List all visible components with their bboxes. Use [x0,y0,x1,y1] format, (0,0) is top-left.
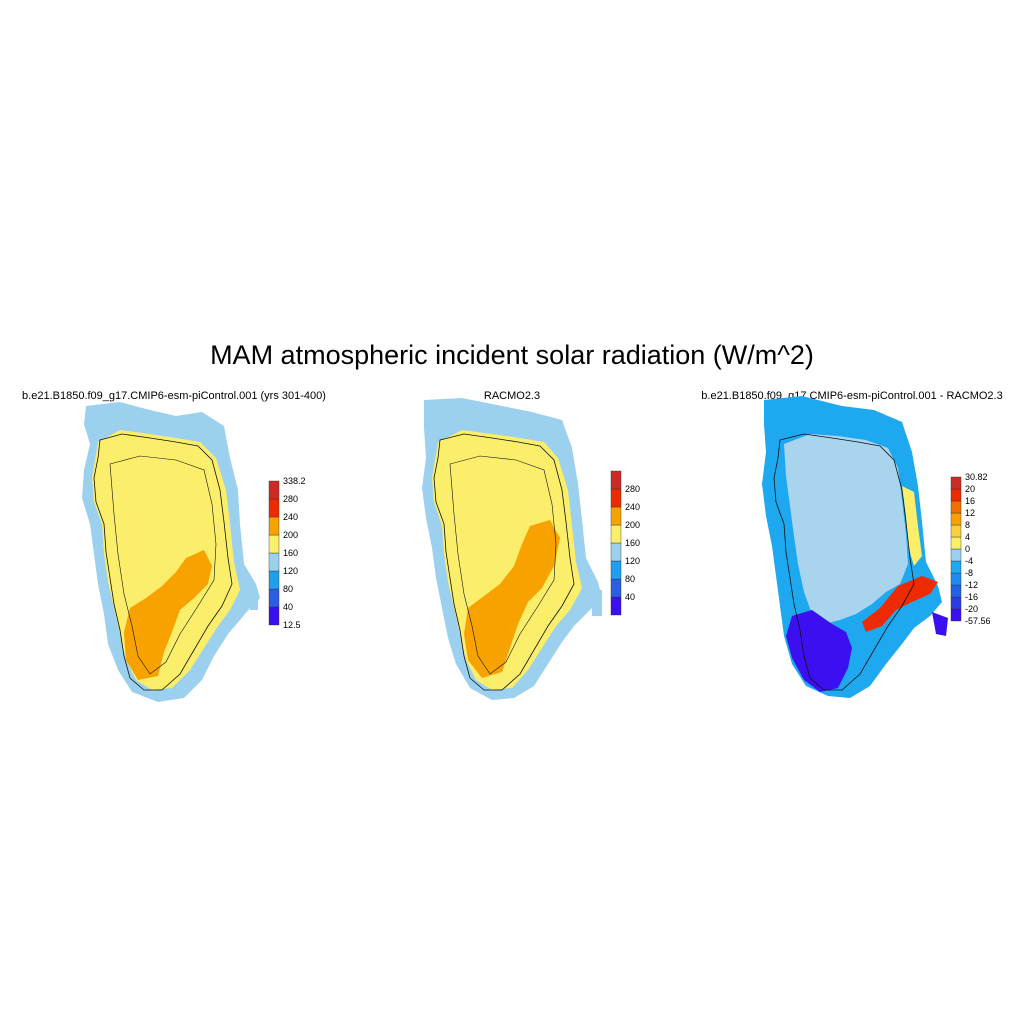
colorbar-tick-label: 200 [625,520,641,530]
colorbar-swatch [950,488,962,502]
greenland-map [422,398,602,700]
difference-map [762,396,948,698]
island-field [250,590,258,610]
colorbar-tick-label: 40 [283,602,294,612]
colorbar-swatch [610,470,622,490]
panel-title: b.e21.B1850.f09_g17.CMIP6-esm-piControl.… [22,390,326,402]
greenland-map [82,402,260,702]
colorbar-swatch [268,552,280,572]
coastline [93,433,233,691]
colorbar-tick-label: 240 [625,502,641,512]
colorbar-tick-label: 280 [283,494,299,504]
southern-field [124,550,212,680]
ice-margin [109,455,217,675]
southeast-field [932,612,948,636]
colorbar-swatch [268,588,280,608]
ice-margin [449,455,557,675]
colorbar-swatch [950,596,962,610]
panel-racmo: RACMO2.3 280 240 200 160 120 80 40 [340,388,684,708]
colorbar-model: 338.2 280 240 200 160 120 80 40 12.5 [268,476,306,630]
colorbar-swatches [950,476,962,622]
colorbar-tick-label: 160 [625,538,641,548]
colorbar-tick-label: 8 [965,520,971,530]
colorbar-swatch [950,524,962,538]
colorbar-tick-label: 80 [283,584,294,594]
colorbar-swatch [610,560,622,580]
colorbar-swatches [610,470,622,616]
colorbar-swatch [950,476,962,490]
panel-difference: b.e21.B1850.f09_g17.CMIP6-esm-piControl.… [680,388,1024,708]
colorbar-tick-label: 12.5 [283,620,301,630]
southern-field [786,610,852,692]
colorbar-difference: 30.82 20 16 12 8 4 0 -4 -8 -12 -16 -20 -57.56 [950,472,991,626]
colorbar-tick-label: 280 [625,484,641,494]
colorbar-swatch [950,512,962,526]
colorbar-swatch [950,572,962,586]
colorbar-tick-label: 338.2 [283,476,306,486]
colorbar-tick-label: 16 [965,496,976,506]
colorbar-tick-label: 20 [965,484,976,494]
colorbar-tick-label: 80 [625,574,636,584]
panel-title: RACMO2.3 [483,390,541,402]
colorbar-tick-label: 160 [283,548,299,558]
colorbar-swatches [268,480,280,626]
coastline [433,433,575,691]
colorbar-swatch [950,560,962,574]
colorbar-tick-label: 120 [283,566,299,576]
colorbar-tick-label: 240 [283,512,299,522]
colorbar-swatch [950,584,962,598]
colorbar-swatch [610,524,622,544]
colorbar-swatch [610,596,622,616]
colorbar-swatch [950,536,962,550]
warm-patch [862,576,938,632]
coastline [773,433,915,691]
figure-title: MAM atmospheric incident solar radiation… [210,340,814,370]
colorbar-swatch [268,480,280,500]
colorbar-tick-label: 12 [965,508,976,518]
colorbar-swatch [950,548,962,562]
colorbar-tick-label: 30.82 [965,472,988,482]
colorbar-tick-label: 200 [283,530,299,540]
colorbar-swatch [610,578,622,598]
colorbar-tick-label: 40 [625,592,636,602]
colorbar-tick-label: -4 [965,556,974,566]
colorbar-swatch [610,542,622,562]
panel-model: b.e21.B1850.f09_g17.CMIP6-esm-piControl.… [2,388,346,708]
colorbar-tick-label: 0 [965,544,971,554]
colorbar-tick-label: -8 [965,568,974,578]
colorbar-tick-label: 4 [965,532,971,542]
southern-field [464,520,560,678]
colorbar-swatch [268,516,280,536]
colorbar-swatch [268,498,280,518]
colorbar-swatch [610,488,622,508]
colorbar-swatch [268,534,280,554]
positive-patch [902,486,922,566]
colorbar-swatch [950,608,962,622]
colorbar-tick-label: -12 [965,580,979,590]
colorbar-swatch [268,606,280,626]
colorbar-swatch [268,570,280,590]
colorbar-swatch [610,506,622,526]
island-field [592,590,602,616]
colorbar-swatch [950,500,962,514]
colorbar-tick-label: -16 [965,592,979,602]
colorbar-tick-label: -20 [965,604,979,614]
colorbar-racmo: 280 240 200 160 120 80 40 [610,470,640,616]
interior-field [784,434,908,624]
colorbar-tick-label: -57.56 [965,616,991,626]
colorbar-tick-label: 120 [625,556,641,566]
